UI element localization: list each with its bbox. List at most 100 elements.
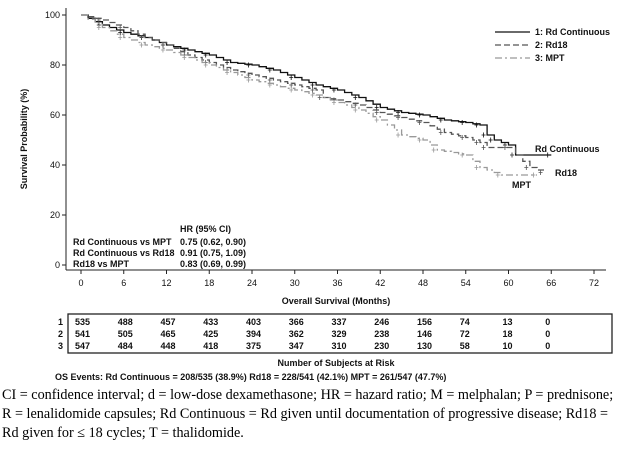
risk-table-title: Number of Subjects at Risk bbox=[277, 358, 395, 368]
risk-row-id: 2 bbox=[58, 329, 63, 339]
hr-row-value: 0.83 (0.69, 0.99) bbox=[180, 259, 246, 269]
x-tick-label: 12 bbox=[161, 278, 171, 288]
y-tick-label: 100 bbox=[45, 10, 60, 20]
censor-mark bbox=[310, 87, 315, 93]
risk-count: 230 bbox=[374, 341, 389, 351]
y-tick-label: 80 bbox=[50, 60, 60, 70]
risk-count: 425 bbox=[203, 329, 218, 339]
risk-count: 448 bbox=[161, 341, 176, 351]
censor-mark bbox=[118, 35, 123, 40]
risk-count: 13 bbox=[503, 317, 513, 327]
censor-mark bbox=[460, 135, 465, 140]
risk-count: 366 bbox=[289, 317, 304, 327]
survival-curve-3 bbox=[81, 14, 537, 176]
x-axis-title: Overall Survival (Months) bbox=[282, 296, 391, 306]
y-tick-label: 60 bbox=[50, 110, 60, 120]
censor-mark bbox=[96, 25, 101, 30]
risk-count: 418 bbox=[203, 341, 218, 351]
legend-label-1: 1: Rd Continuous bbox=[535, 27, 610, 37]
risk-count: 146 bbox=[417, 329, 432, 339]
risk-count: 488 bbox=[118, 317, 133, 327]
risk-count: 72 bbox=[460, 329, 470, 339]
risk-count: 541 bbox=[75, 329, 90, 339]
risk-count: 238 bbox=[374, 329, 389, 339]
censor-mark bbox=[374, 110, 379, 115]
censor-mark bbox=[417, 120, 422, 125]
survival-curve-2 bbox=[81, 14, 545, 173]
risk-count: 130 bbox=[417, 341, 432, 351]
censor-mark bbox=[488, 137, 493, 143]
censor-mark bbox=[353, 102, 358, 108]
censor-mark bbox=[502, 145, 507, 150]
censor-mark bbox=[118, 30, 123, 35]
censor-mark bbox=[374, 105, 379, 110]
y-tick-label: 0 bbox=[55, 260, 60, 270]
survival-curve-1 bbox=[81, 14, 552, 156]
y-axis-title: Survival Probability (%) bbox=[19, 89, 29, 190]
risk-row-id: 1 bbox=[58, 317, 63, 327]
risk-count: 337 bbox=[332, 317, 347, 327]
end-label-rd-continuous: Rd Continuous bbox=[535, 144, 600, 154]
risk-count: 505 bbox=[118, 329, 133, 339]
censor-mark bbox=[289, 75, 294, 80]
risk-count: 329 bbox=[332, 329, 347, 339]
x-tick-label: 6 bbox=[121, 278, 126, 288]
x-tick-label: 36 bbox=[332, 278, 342, 288]
censor-mark bbox=[160, 42, 165, 48]
risk-count: 74 bbox=[460, 317, 470, 327]
risk-count: 465 bbox=[161, 329, 176, 339]
risk-count: 0 bbox=[545, 341, 550, 351]
y-tick-label: 20 bbox=[50, 210, 60, 220]
risk-count: 0 bbox=[545, 317, 550, 327]
censor-mark bbox=[246, 62, 251, 68]
censor-mark bbox=[118, 25, 123, 30]
censor-mark bbox=[267, 82, 272, 88]
censor-mark bbox=[474, 122, 479, 128]
censor-mark bbox=[225, 60, 230, 65]
censor-mark bbox=[289, 82, 294, 88]
censor-mark bbox=[203, 52, 208, 58]
censor-mark bbox=[267, 77, 272, 83]
hr-row-label: Rd Continuous vs MPT bbox=[73, 237, 172, 247]
censor-mark bbox=[267, 67, 272, 73]
risk-count: 10 bbox=[503, 341, 513, 351]
censor-mark bbox=[96, 17, 101, 23]
hr-header: HR (95% CI) bbox=[180, 224, 231, 234]
x-tick-label: 30 bbox=[290, 278, 300, 288]
censor-mark bbox=[396, 115, 401, 120]
risk-count: 310 bbox=[332, 341, 347, 351]
risk-count: 156 bbox=[417, 317, 432, 327]
censor-mark bbox=[203, 62, 208, 68]
os-events-note: OS Events: Rd Continuous = 208/535 (38.9… bbox=[55, 372, 446, 382]
censor-mark bbox=[417, 137, 422, 143]
risk-count: 362 bbox=[289, 329, 304, 339]
censor-mark bbox=[545, 152, 550, 158]
censor-mark bbox=[310, 92, 315, 98]
x-tick-label: 66 bbox=[546, 278, 556, 288]
censor-mark bbox=[246, 77, 251, 83]
censor-mark bbox=[374, 117, 379, 123]
y-tick-label: 40 bbox=[50, 160, 60, 170]
censor-mark bbox=[396, 132, 401, 138]
censor-mark bbox=[510, 152, 515, 158]
x-tick-label: 54 bbox=[461, 278, 471, 288]
censor-mark bbox=[317, 95, 322, 100]
risk-count: 58 bbox=[460, 341, 470, 351]
censor-mark bbox=[481, 145, 486, 150]
hr-row-label: Rd18 vs MPT bbox=[73, 259, 130, 269]
censor-mark bbox=[438, 117, 443, 123]
censor-mark bbox=[331, 87, 336, 93]
censor-mark bbox=[460, 152, 465, 158]
risk-count: 547 bbox=[75, 341, 90, 351]
x-tick-label: 42 bbox=[375, 278, 385, 288]
risk-count: 18 bbox=[503, 329, 513, 339]
censor-mark bbox=[474, 165, 479, 170]
risk-count: 403 bbox=[246, 317, 261, 327]
risk-count: 433 bbox=[203, 317, 218, 327]
risk-count: 484 bbox=[118, 341, 133, 351]
censor-mark bbox=[246, 72, 251, 78]
legend-label-2: 2: Rd18 bbox=[535, 40, 568, 50]
censor-mark bbox=[289, 87, 294, 93]
censor-mark bbox=[417, 112, 422, 118]
risk-count: 0 bbox=[545, 329, 550, 339]
